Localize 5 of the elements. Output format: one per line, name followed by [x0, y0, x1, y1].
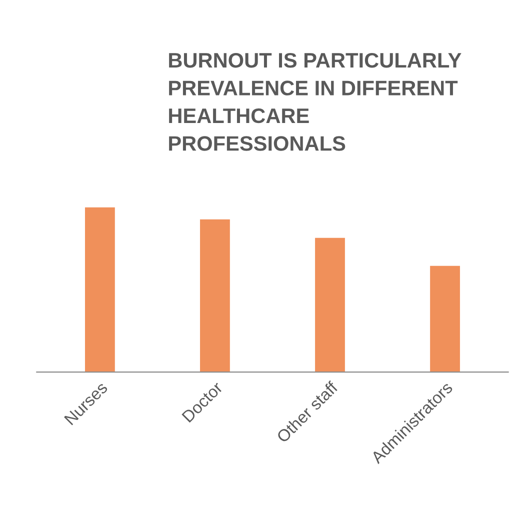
bar	[315, 238, 345, 372]
bar	[84, 207, 115, 372]
bar	[430, 266, 460, 372]
bar	[200, 219, 230, 372]
chart-title: BURNOUT IS PARTICULARLY PREVALENCE IN DIFFERENT HEALTHCARE PROFESSIONALS	[169, 52, 462, 151]
